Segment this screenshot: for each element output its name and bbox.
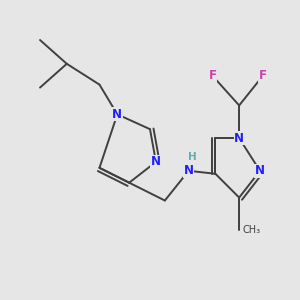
Text: N: N [151, 155, 161, 168]
Text: H: H [188, 152, 197, 161]
Text: CH₃: CH₃ [242, 225, 260, 235]
Text: F: F [208, 69, 216, 82]
Text: N: N [234, 132, 244, 145]
Text: F: F [259, 69, 267, 82]
Text: N: N [184, 164, 194, 177]
Text: N: N [255, 164, 265, 177]
Text: N: N [112, 108, 122, 121]
